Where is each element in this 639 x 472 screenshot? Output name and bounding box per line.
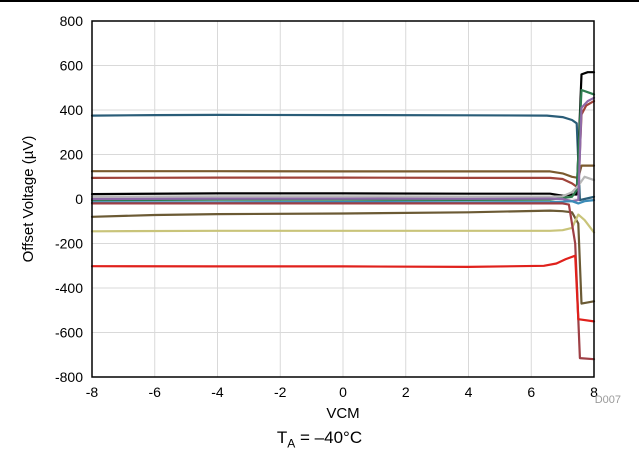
x-axis-label: VCM — [326, 405, 359, 420]
x-tick-label: 2 — [402, 384, 410, 400]
series-line-7 — [90, 96, 596, 203]
series-line-10 — [90, 213, 596, 234]
data-series — [90, 71, 596, 361]
series-line-6 — [90, 175, 596, 198]
figure-code: D007 — [595, 394, 621, 406]
y-tick-labels: -800 -600 -400 -200 0 200 400 600 800 — [55, 13, 83, 385]
x-tick-label: 8 — [590, 384, 598, 400]
y-tick-label: 400 — [60, 102, 84, 118]
x-tick-label: -6 — [149, 384, 162, 400]
series-line-12 — [90, 254, 596, 323]
y-tick-label: 800 — [60, 13, 84, 29]
page-top-rule — [0, 0, 639, 2]
x-tick-labels: -8 -6 -4 -2 0 2 4 6 8 — [86, 384, 598, 400]
y-tick-label: 0 — [75, 191, 83, 207]
caption-text: = –40°C — [295, 428, 363, 447]
x-tick-label: 0 — [339, 384, 347, 400]
y-axis-label: Offset Voltage (µV) — [20, 136, 37, 263]
series-line-9 — [90, 209, 596, 305]
x-tick-label: 4 — [465, 384, 473, 400]
y-tick-label: -200 — [55, 236, 83, 252]
caption-subscript: A — [287, 436, 296, 451]
y-tick-label: 600 — [60, 58, 84, 74]
plot-frame — [91, 20, 595, 378]
series-line-3 — [90, 100, 596, 189]
y-tick-label: -400 — [55, 280, 83, 296]
series-line-8 — [90, 199, 596, 205]
x-tick-label: -8 — [86, 384, 99, 400]
y-tick-label: -800 — [55, 369, 83, 385]
x-tick-label: 6 — [527, 384, 535, 400]
caption-symbol: T — [276, 428, 288, 447]
x-tick-label: -4 — [211, 384, 224, 400]
x-tick-label: -2 — [274, 384, 287, 400]
y-tick-label: -600 — [55, 325, 83, 341]
temperature-caption: TA = –40°C — [0, 428, 639, 450]
offset-voltage-chart: -800 -600 -400 -200 0 200 400 600 800 -8 -6 -4 -2 0 2… — [20, 13, 621, 420]
series-line-1 — [90, 113, 596, 202]
y-tick-label: 200 — [60, 147, 84, 163]
